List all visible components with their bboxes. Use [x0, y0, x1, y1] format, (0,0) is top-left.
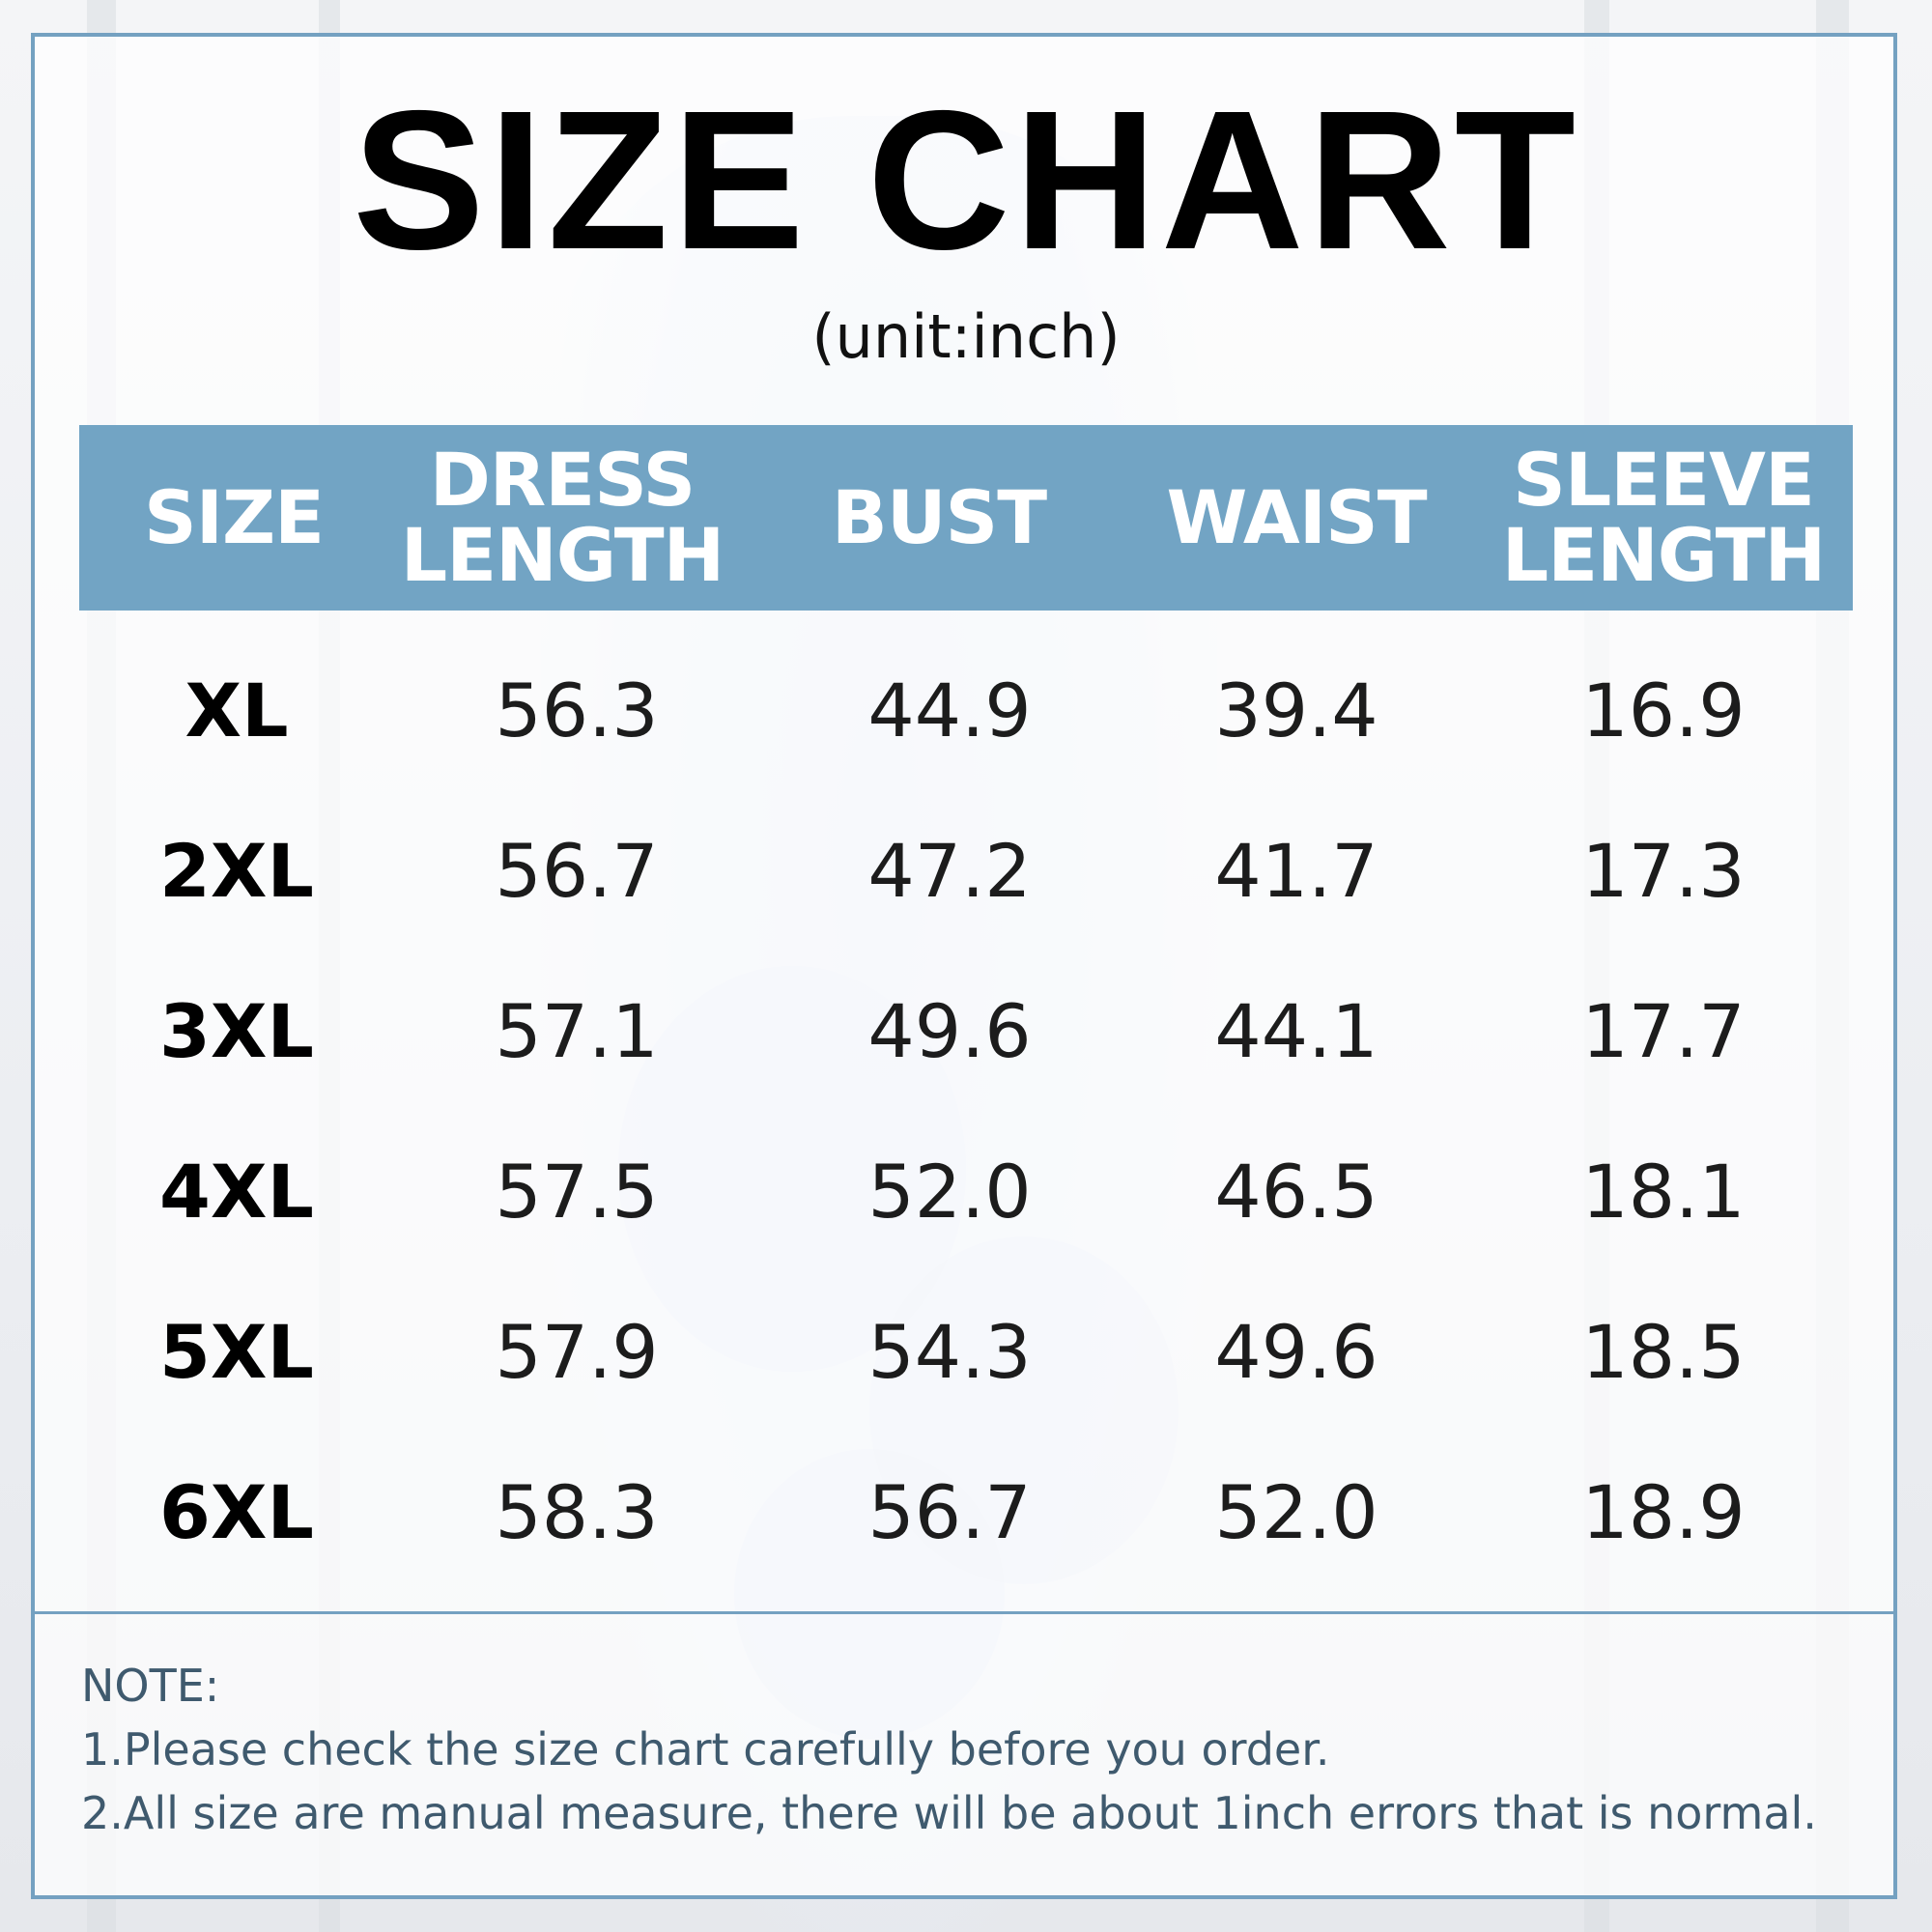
size-cell: 4XL [159, 1149, 314, 1235]
header-waist: WAIST [1166, 474, 1427, 560]
table-header: SIZE DRESS LENGTH BUST WAIST SLEEVE LENGTH [79, 425, 1853, 611]
header-sleeve-length: SLEEVE LENGTH [1501, 437, 1826, 598]
size-cell: 3XL [159, 988, 314, 1074]
header-size: SIZE [143, 474, 325, 560]
waist-cell: 52.0 [1214, 1469, 1378, 1555]
note-heading: NOTE: [81, 1660, 220, 1712]
bust-cell: 49.6 [867, 988, 1032, 1074]
notes-divider [35, 1611, 1897, 1614]
unit-label: (unit:inch) [811, 301, 1121, 372]
table-row: 2XL 56.7 47.2 41.7 17.3 [0, 813, 1932, 929]
dress-length-cell: 58.3 [495, 1469, 659, 1555]
sleeve-length-cell: 18.1 [1581, 1149, 1746, 1235]
table-row: XL 56.3 44.9 39.4 16.9 [0, 653, 1932, 769]
sleeve-length-cell: 18.5 [1581, 1309, 1746, 1395]
dress-length-cell: 57.5 [495, 1149, 659, 1235]
bust-cell: 52.0 [867, 1149, 1032, 1235]
dress-length-cell: 57.1 [495, 988, 659, 1074]
bust-cell: 44.9 [867, 668, 1032, 753]
table-row: 6XL 58.3 56.7 52.0 18.9 [0, 1455, 1932, 1571]
table-row: 5XL 57.9 54.3 49.6 18.5 [0, 1294, 1932, 1410]
bust-cell: 54.3 [867, 1309, 1032, 1395]
sleeve-length-cell: 18.9 [1581, 1469, 1746, 1555]
size-cell: XL [185, 668, 289, 753]
waist-cell: 39.4 [1214, 668, 1378, 753]
dress-length-cell: 57.9 [495, 1309, 659, 1395]
waist-cell: 41.7 [1214, 828, 1378, 914]
header-dress-length: DRESS LENGTH [400, 437, 724, 598]
size-cell: 5XL [159, 1309, 314, 1395]
waist-cell: 49.6 [1214, 1309, 1378, 1395]
table-row: 3XL 57.1 49.6 44.1 17.7 [0, 974, 1932, 1090]
size-cell: 6XL [159, 1469, 314, 1555]
size-cell: 2XL [159, 828, 314, 914]
dress-length-cell: 56.7 [495, 828, 659, 914]
waist-cell: 46.5 [1214, 1149, 1378, 1235]
bust-cell: 47.2 [867, 828, 1032, 914]
bust-cell: 56.7 [867, 1469, 1032, 1555]
page-title: SIZE CHART [353, 70, 1579, 291]
note-line-2: 2.All size are manual measure, there wil… [81, 1787, 1817, 1839]
note-line-1: 1.Please check the size chart carefully … [81, 1723, 1330, 1776]
sleeve-length-cell: 16.9 [1581, 668, 1746, 753]
table-row: 4XL 57.5 52.0 46.5 18.1 [0, 1134, 1932, 1250]
sleeve-length-cell: 17.3 [1581, 828, 1746, 914]
sleeve-length-cell: 17.7 [1581, 988, 1746, 1074]
waist-cell: 44.1 [1214, 988, 1378, 1074]
header-bust: BUST [831, 474, 1047, 560]
dress-length-cell: 56.3 [495, 668, 659, 753]
chart-frame [31, 33, 1897, 1899]
